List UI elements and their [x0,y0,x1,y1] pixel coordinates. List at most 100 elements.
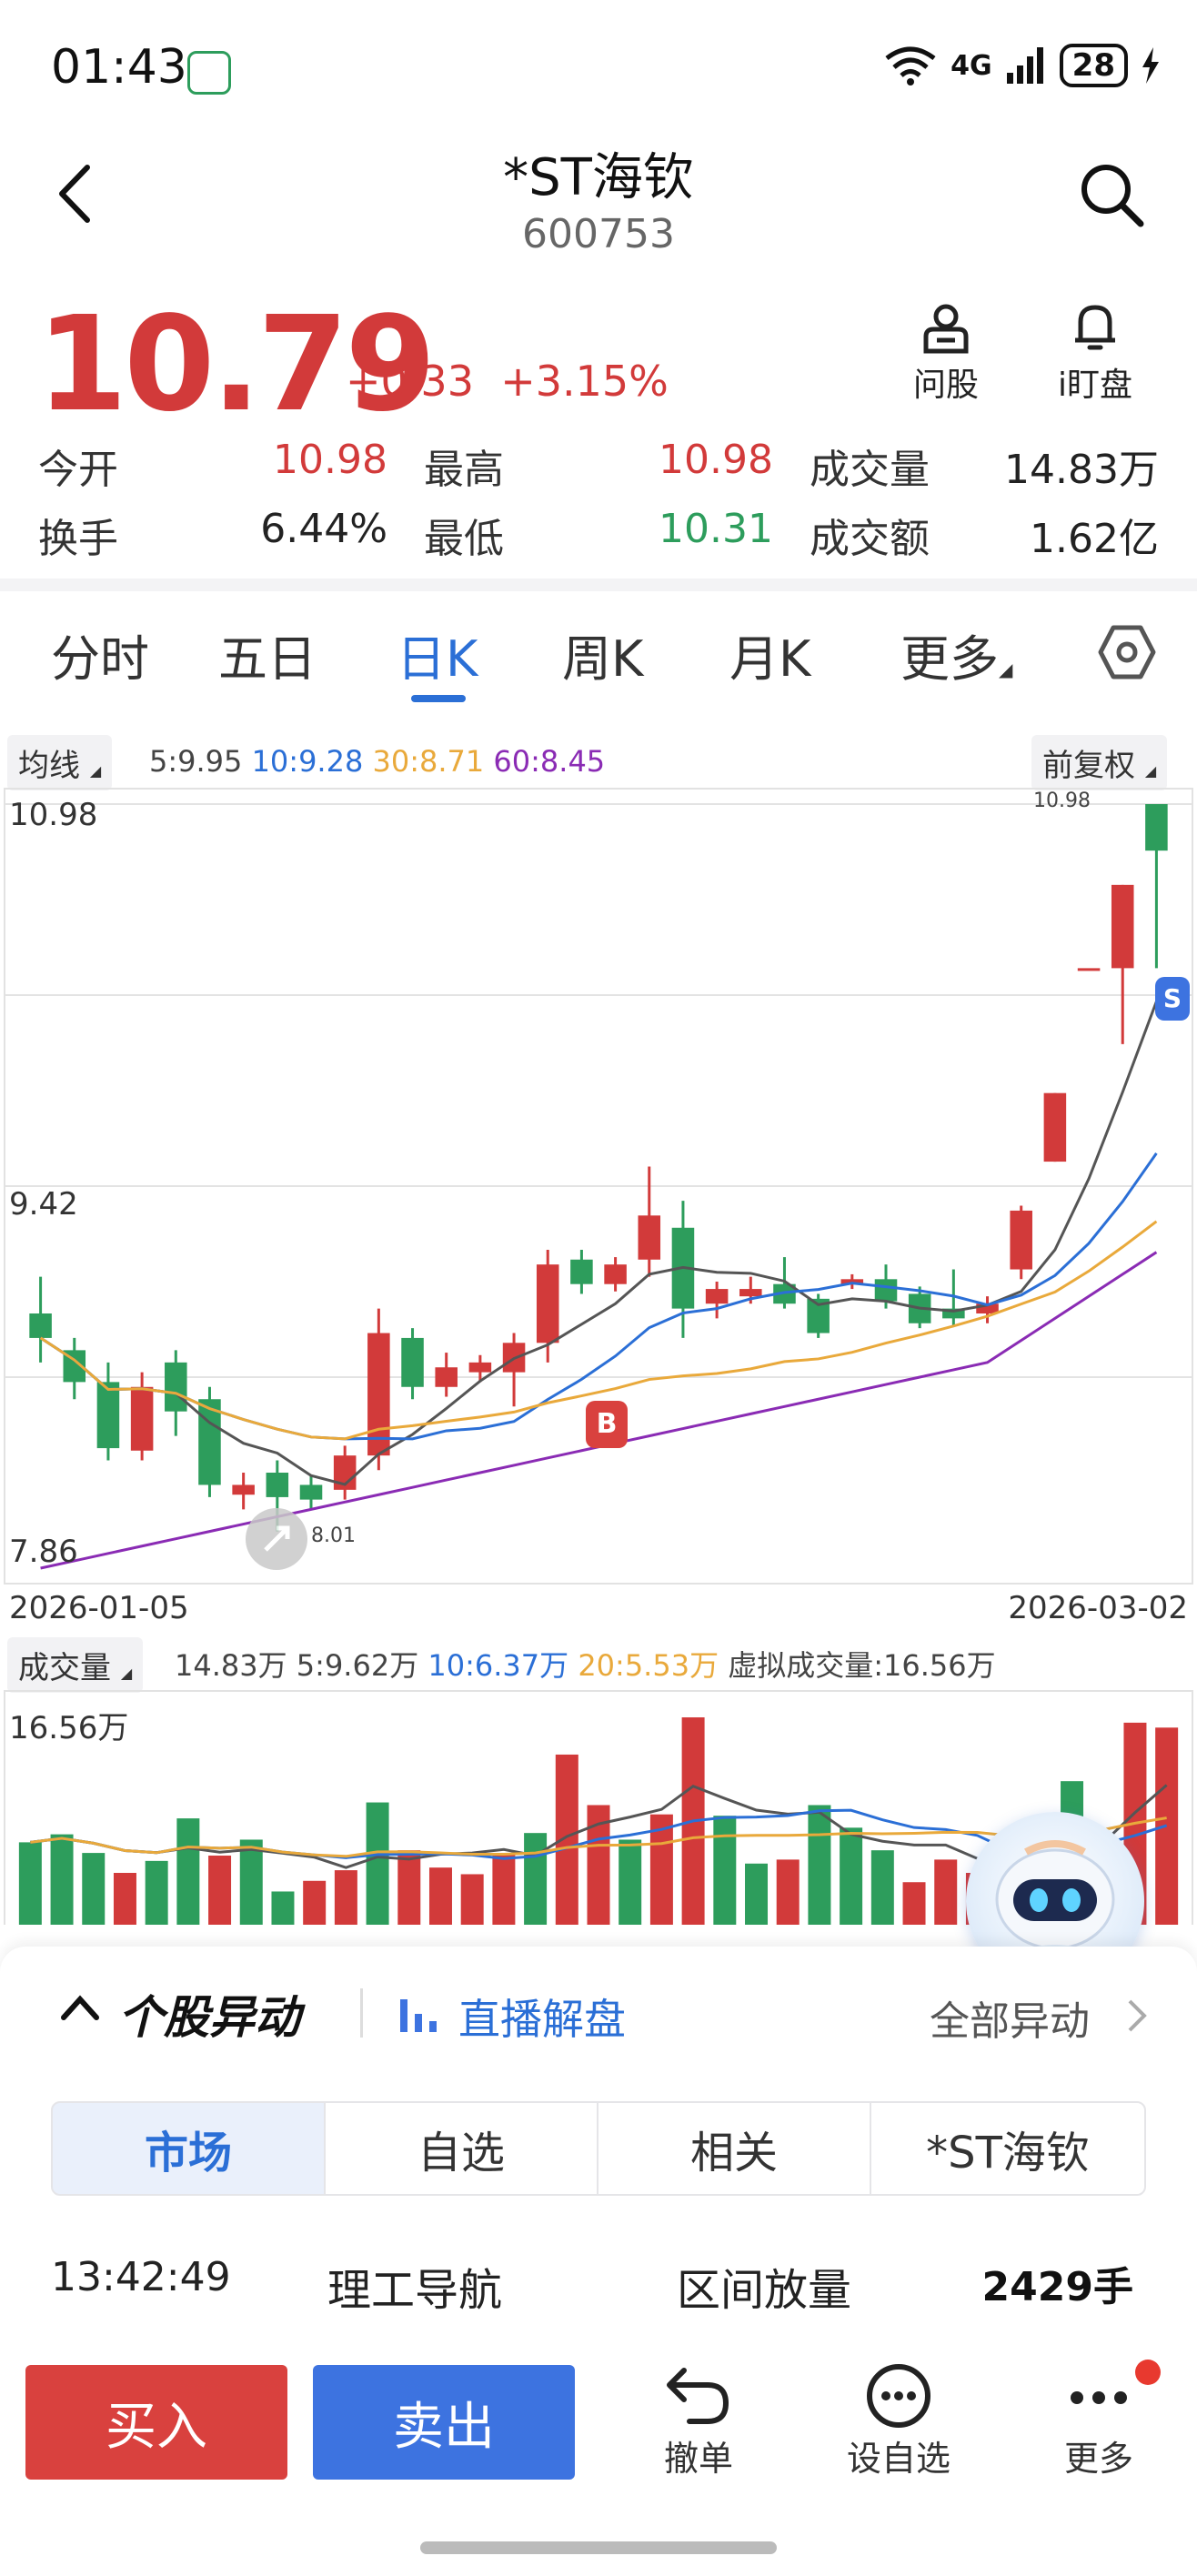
tab-monthly-k[interactable]: 月K [729,630,811,688]
alert-value: 2429手 [981,2264,1133,2310]
undo-icon [667,2368,729,2424]
sell-button[interactable]: 卖出 [313,2365,575,2480]
ma-selector-button[interactable]: 均线 ◢ [7,735,113,790]
candle-body [976,1303,999,1313]
stat-turnover-label: 换手 [38,516,118,562]
chart-drag-handle[interactable] [246,1508,307,1570]
stat-turnover-value: 6.44% [260,506,387,552]
candle-body [874,1279,898,1302]
stat-amount-label: 成交额 [810,516,930,562]
all-alerts-link[interactable]: 全部异动 [930,1998,1090,2045]
price-adjust-label: 前复权 [1042,748,1135,784]
volume-bar [239,1839,263,1925]
volume-selector-button[interactable]: 成交量 ◢ [7,1637,144,1693]
ma-selector-label: 均线 [18,748,80,784]
x-axis-end-label: 2026-03-02 [1008,1590,1188,1626]
search-icon[interactable] [1077,160,1146,229]
section-divider [0,579,1197,591]
more-button[interactable]: 更多 [1026,2361,1172,2480]
volume-bar [619,1839,642,1925]
candle-body [232,1484,255,1495]
volume-bar [555,1754,578,1925]
stock-code: 600753 [522,211,675,257]
volume-bar [366,1802,389,1925]
buy-button[interactable]: 买入 [25,2365,287,2480]
candle-body [1010,1210,1032,1270]
volume-bar [113,1873,136,1925]
settings-hexagon-icon[interactable] [1097,622,1157,682]
stat-high-value: 10.98 [659,437,773,483]
price-change: +0.33 +3.15% [346,357,669,406]
live-bars-icon [400,1999,437,2032]
alert-event: 区间放量 [677,2265,852,2316]
status-icons: 4G 28 [883,44,1161,87]
tab-daily-k[interactable]: 日K [397,630,478,688]
stat-amount-value: 1.62亿 [1030,516,1159,562]
volume-bar [776,1859,800,1925]
cancel-order-button[interactable]: 撤单 [626,2361,771,2480]
candle-body [401,1337,424,1387]
change-value: +0.33 [346,357,474,406]
change-percent: +3.15% [500,357,669,406]
tab-five-day[interactable]: 五日 [218,630,317,688]
candle-body [840,1279,864,1284]
candle-body [773,1283,796,1304]
chevron-right-icon[interactable] [1126,1997,1148,2034]
candle-body [705,1289,729,1304]
candle-body [570,1259,593,1284]
candle-body [266,1473,289,1497]
tab-more-label: 更多 [900,630,999,688]
tab-more[interactable]: 更多◢ [900,619,1012,690]
low-price-marker: 8.01 [311,1524,356,1547]
kline-chart-area[interactable] [4,788,1193,1585]
volume-bar [840,1827,863,1925]
collapse-chevron-icon[interactable] [60,1994,100,2021]
y-axis-top-label: 10.98 [9,797,98,833]
add-watchlist-button[interactable]: 设自选 [826,2361,971,2480]
volume-bar [808,1805,831,1925]
dropdown-triangle-icon: ◢ [89,762,102,780]
volume-bar [649,1814,673,1925]
candle-body [1145,804,1168,851]
candle-body [739,1289,762,1297]
tab-weekly-k[interactable]: 周K [562,630,644,688]
alert-row[interactable]: 13:42:49 理工导航 区间放量 2429手 [0,2249,1197,2321]
volume-bar [934,1859,958,1925]
network-label: 4G [951,49,992,82]
candle-body [29,1313,52,1338]
stock-name: *ST海钦 [503,148,694,207]
sell-signal-marker: S [1155,977,1190,1021]
volume-bar [524,1833,548,1925]
alert-time: 13:42:49 [51,2254,231,2300]
volume-bar [271,1891,295,1925]
price-adjust-button[interactable]: 前复权 ◢ [1031,735,1168,790]
stat-volume-value: 14.83万 [1004,447,1159,493]
ma10-line [39,1152,1158,1441]
ma5-line [39,1001,1158,1486]
ask-stock-label: 问股 [912,367,979,404]
candle-body [604,1264,627,1284]
stat-low-label: 最低 [424,516,504,562]
alert-stock-name: 理工导航 [327,2265,503,2316]
tab-intraday[interactable]: 分时 [51,630,149,688]
watch-board-button[interactable]: i盯盘 [1041,300,1150,406]
signal-icon [1006,47,1043,84]
notification-dot [1135,2360,1161,2385]
dropdown-triangle-icon: ◢ [999,659,1013,680]
current-price: 10.79 [36,287,436,440]
segment-market[interactable]: 市场 [51,2101,326,2196]
ask-stock-button[interactable]: 问股 [891,300,1001,406]
back-icon[interactable] [53,162,98,226]
wifi-icon [885,46,936,86]
sell-signal-label: S [1162,983,1182,1013]
segment-related[interactable]: 相关 [597,2101,871,2196]
home-indicator[interactable] [420,2541,777,2554]
segment-this-stock[interactable]: *ST海钦 [870,2101,1146,2196]
dropdown-triangle-icon: ◢ [120,1665,133,1682]
candle-body [130,1386,154,1451]
live-commentary-link[interactable]: 直播解盘 [458,1995,626,2044]
segment-watchlist[interactable]: 自选 [324,2101,598,2196]
candle-body [1043,1092,1067,1162]
y-axis-mid-label: 9.42 [9,1186,78,1223]
add-watchlist-label: 设自选 [846,2439,951,2479]
